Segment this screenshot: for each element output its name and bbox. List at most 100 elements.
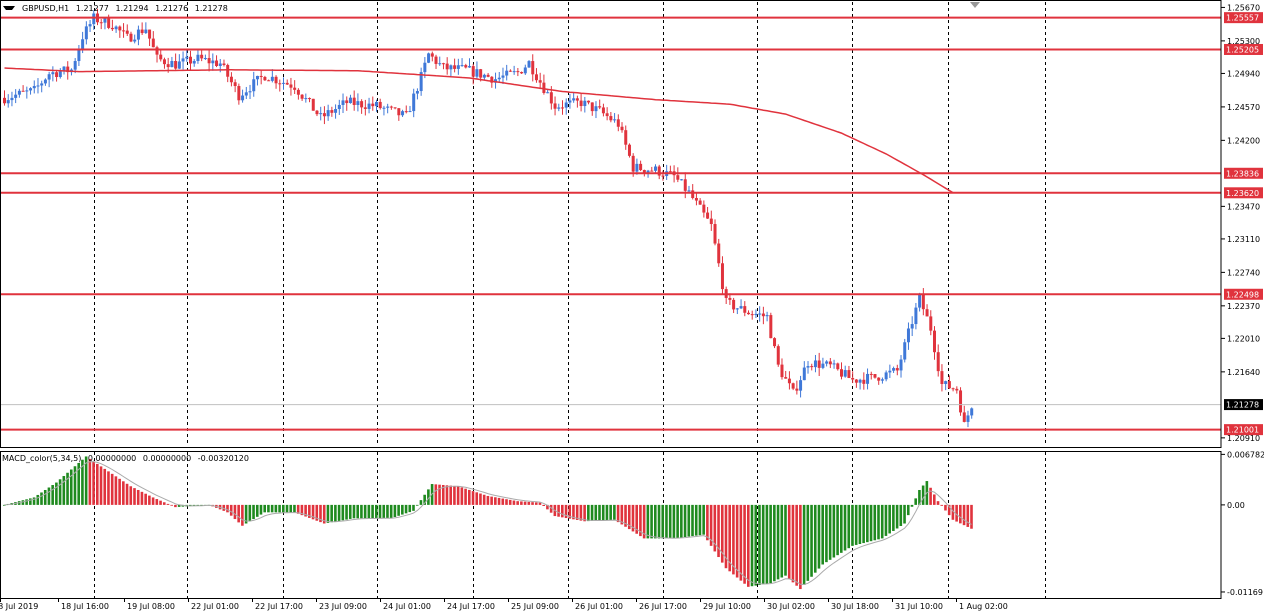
price-axis[interactable]: 1.25670 1.25300 1.24940 1.24570 1.24200 1.234…	[1221, 3, 1264, 597]
macd-bar	[557, 504, 560, 517]
bear-candle	[691, 190, 695, 199]
bear-candle	[895, 368, 899, 371]
macd-bar	[776, 504, 780, 580]
bull-candle	[29, 88, 33, 91]
bull-candle	[367, 103, 371, 109]
macd-bar	[531, 502, 534, 505]
bear-candle	[661, 175, 665, 177]
bull-candle	[415, 91, 419, 94]
macd-bar	[568, 504, 572, 519]
bull-candle	[144, 29, 148, 34]
bear-candle	[166, 64, 170, 68]
macd-bar	[352, 504, 356, 519]
macd-bar	[605, 504, 609, 521]
macd-bar	[523, 501, 527, 505]
macd-bar	[579, 504, 583, 521]
macd-bar	[549, 504, 553, 513]
macd-bar	[676, 504, 679, 538]
time-tick-label: 24 Jul 01:00	[383, 602, 431, 611]
bear-candle	[311, 98, 315, 111]
macd-bar	[802, 504, 806, 585]
symbol-dropdown-icon[interactable]	[3, 6, 15, 10]
bear-candle	[404, 111, 408, 113]
bull-candle	[62, 66, 66, 72]
macd-bar	[966, 504, 970, 527]
bear-candle	[226, 64, 230, 77]
bear-candle	[200, 54, 204, 59]
bear-candle	[698, 200, 702, 205]
bull-candle	[77, 49, 81, 62]
macd-bar	[903, 504, 906, 524]
level-price-tag	[1224, 424, 1263, 436]
macd-bar	[229, 504, 233, 516]
bull-candle	[970, 408, 974, 416]
macd-bar	[795, 504, 798, 586]
macd-bar	[40, 492, 43, 505]
macd-bar	[843, 504, 847, 551]
bull-candle	[858, 379, 862, 383]
macd-bar	[360, 504, 363, 519]
bear-candle	[817, 360, 821, 368]
macd-bar	[873, 504, 877, 541]
bear-candle	[300, 94, 304, 99]
bull-candle	[906, 328, 910, 343]
bear-candle	[278, 83, 282, 85]
time-tick-label: 30 Jul 18:00	[831, 602, 879, 611]
macd-bar	[393, 504, 397, 518]
bear-candle	[955, 388, 959, 391]
bear-candle	[743, 306, 747, 313]
indicator-info: MACD_color(5,34,5) 0.00000000 0.00000000…	[2, 454, 249, 463]
bear-candle	[263, 76, 267, 81]
bull-candle	[408, 111, 412, 113]
bull-candle	[43, 79, 47, 84]
bear-candle	[769, 315, 773, 339]
bear-candle	[393, 107, 397, 109]
macd-bar	[769, 504, 772, 584]
bear-candle	[162, 59, 166, 65]
bull-candle	[758, 313, 762, 315]
macd-bar	[947, 504, 951, 516]
macd-bar	[858, 504, 862, 544]
horizontal-levels[interactable]	[0, 16, 1221, 431]
macd-bar	[706, 504, 709, 541]
bull-candle	[92, 13, 96, 25]
macd-bar	[293, 504, 296, 513]
bull-candle	[806, 366, 810, 368]
macd-bar	[877, 504, 880, 540]
macd-bar	[330, 504, 333, 523]
macd-bar	[99, 466, 103, 505]
bull-candle	[81, 39, 85, 50]
bull-candle	[386, 106, 390, 108]
macd-bar	[713, 504, 717, 552]
indicator-value-2: 0.00000000	[142, 454, 192, 463]
bull-candle	[449, 65, 453, 70]
macd-bar	[270, 504, 274, 513]
bull-candle	[944, 381, 948, 384]
macd-histogram	[3, 456, 973, 590]
time-tick-label: 26 Jul 01:00	[575, 602, 623, 611]
macd-bar	[613, 504, 616, 520]
time-tick-label: 19 Jul 08:00	[127, 602, 175, 611]
bull-candle	[546, 92, 550, 94]
bear-candle	[360, 101, 364, 108]
bear-candle	[717, 243, 721, 264]
macd-bar	[813, 504, 817, 573]
level-price-label: 1.25205	[1226, 45, 1259, 54]
macd-bar	[337, 504, 341, 521]
macd-bar	[862, 504, 865, 544]
bull-candle	[25, 90, 29, 92]
bull-candle	[58, 71, 62, 78]
chart-shift-marker-icon[interactable]	[970, 2, 980, 8]
macd-bar	[940, 504, 944, 506]
bear-candle	[322, 113, 326, 117]
macd-bar	[508, 499, 512, 505]
time-axis[interactable]: 18 Jul 2019 18 Jul 16:00 19 Jul 08:00 22 Ju…	[0, 598, 1008, 611]
macd-bar	[389, 504, 393, 519]
bear-candle	[315, 110, 319, 115]
bear-candle	[929, 316, 933, 331]
macd-bar	[627, 504, 631, 530]
macd-bar	[951, 504, 955, 520]
bear-candle	[430, 53, 434, 57]
